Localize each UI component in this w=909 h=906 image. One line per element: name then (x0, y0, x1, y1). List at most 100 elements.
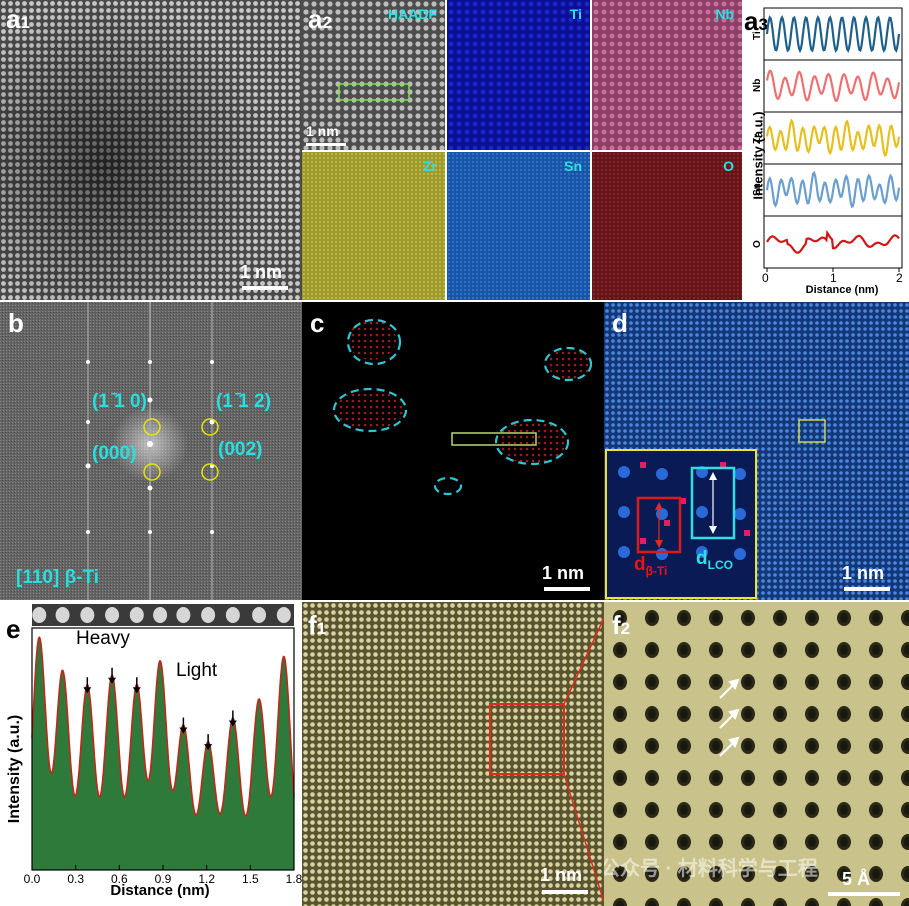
d-colored-image (604, 302, 909, 600)
e-strip-atom (252, 607, 267, 623)
panel-a3: a3 Ti Nb Zr Sn O Intensity (a.u.) Distance (… (742, 0, 909, 300)
b-spot-002: (002) (218, 439, 263, 460)
e-strip-atom (176, 607, 191, 623)
haadf-map-image (302, 0, 445, 150)
a3-series-label: Nb (752, 79, 763, 92)
e-strip-atom (276, 607, 291, 623)
panel-c: c 1 nm (302, 302, 604, 600)
e-strip-atom (225, 607, 240, 623)
panel-a2: HAADF 1 nm Ti Nb Zr Sn O a2 (302, 0, 742, 300)
map-haadf: HAADF 1 nm (302, 0, 445, 150)
nb-map-image (592, 0, 742, 150)
f1-image (302, 602, 604, 906)
e-xtick-label: 1.5 (241, 872, 259, 886)
a3-xlabel: Distance (nm) (805, 284, 879, 296)
e-arrow (204, 734, 213, 751)
e-heavy-label: Heavy (76, 628, 130, 649)
a3-line-profiles: Ti Nb Zr Sn O (752, 7, 903, 272)
a3-series-sn (765, 170, 901, 209)
map-o: O (592, 152, 742, 300)
panel-e: e Heavy Light Intensity (a.u.) Distance … (0, 602, 302, 906)
a3-xtick-1: 1 (830, 271, 837, 285)
f1-label: f1 (308, 610, 327, 640)
map-sn: Sn (447, 152, 590, 300)
a3-series-label: Zr (752, 134, 763, 144)
map-label-o: O (723, 158, 734, 174)
e-arrow (83, 677, 92, 694)
panel-f1: f1 1 nm (302, 602, 604, 906)
e-strip-atom (201, 607, 216, 623)
e-xtick-label: 0.0 (23, 872, 41, 886)
a3-label: a3 (744, 6, 768, 36)
map-nb: Nb (592, 0, 742, 150)
a3-xtick-0: 0 (762, 271, 769, 285)
b-zone-axis: [110] β-Ti (16, 567, 100, 588)
a1-label: a1 (6, 4, 30, 34)
e-arrow (132, 677, 141, 694)
e-intensity-profile (31, 627, 295, 871)
e-xtick-label: 0.9 (154, 872, 172, 886)
d-scale-label: 1 nm (842, 563, 885, 583)
a3-series-ti (765, 14, 901, 54)
e-profile-line (31, 635, 295, 817)
o-map-image (592, 152, 742, 300)
b-label: b (8, 308, 24, 338)
a2-scale-bar (306, 143, 346, 146)
b-spot-1-10: (1 ̄1 0) (92, 391, 147, 412)
e-strip-atom (55, 607, 70, 623)
a3-series-label: Sn (752, 183, 763, 196)
e-label: e (6, 614, 21, 644)
d-beta-label: dβ-Ti (634, 554, 668, 578)
b-fft-image (0, 302, 302, 600)
e-xlabel: Distance (nm) (110, 882, 210, 899)
map-label-nb: Nb (715, 6, 734, 22)
e-xtick-label: 0.6 (110, 872, 128, 886)
a2-label: a2 (308, 4, 332, 34)
e-strip-atom (105, 607, 120, 623)
c-label: c (310, 308, 325, 338)
d-lco-label: dLCO (696, 548, 733, 572)
d-label: d (612, 308, 628, 338)
map-label-sn: Sn (564, 158, 582, 174)
a3-ylabel: Intensity (a.u.) (750, 111, 766, 200)
e-xtick-label: 0.3 (67, 872, 84, 886)
e-arrow (179, 717, 188, 734)
f2-image (604, 602, 909, 906)
map-zr: Zr (302, 152, 445, 300)
b-spot-000: (000) (92, 443, 137, 464)
panel-d: d dβ-Ti dLCO 1 nm (604, 302, 909, 600)
e-strip-atom (32, 607, 47, 623)
a3-xtick-2: 2 (896, 271, 903, 285)
a1-haadf-image (0, 0, 302, 300)
a3-series-o (766, 229, 900, 254)
c-filtered-image (332, 318, 593, 496)
e-strip-atom (129, 607, 144, 623)
zr-map-image (302, 152, 445, 300)
a1-scale-bar (242, 286, 288, 290)
sn-map-image (447, 152, 590, 300)
f2-label: f2 (612, 610, 631, 640)
a3-series-label: O (752, 240, 763, 248)
e-strip-image (32, 604, 294, 626)
ti-map-image (447, 0, 590, 150)
panel-a1: a1 1 nm (0, 0, 302, 300)
a3-series-zr (765, 118, 901, 157)
e-strip-atom (153, 607, 168, 623)
e-strip-atom (80, 607, 95, 623)
f2-scale-bar (828, 892, 900, 896)
watermark: 公众号 · 材料科学与工程 (604, 858, 818, 880)
e-ylabel: Intensity (a.u.) (6, 714, 23, 824)
map-label-ti: Ti (569, 6, 582, 22)
b-spot-1-12: (1 ̄1 2) (216, 391, 271, 412)
f1-scale-label: 1 nm (540, 865, 583, 885)
e-area-fill (32, 637, 294, 870)
c-scale-bar (544, 587, 590, 591)
a3-series-nb (765, 69, 901, 102)
d-scale-bar (844, 587, 890, 591)
map-label-haadf: HAADF (388, 6, 437, 22)
c-scale-label: 1 nm (542, 563, 585, 583)
a2-scale-label: 1 nm (306, 123, 339, 139)
a3-series-label: Ti (752, 31, 763, 40)
e-xtick-label: 1.2 (198, 872, 215, 886)
f2-scale-label: 5 Å (842, 869, 871, 889)
